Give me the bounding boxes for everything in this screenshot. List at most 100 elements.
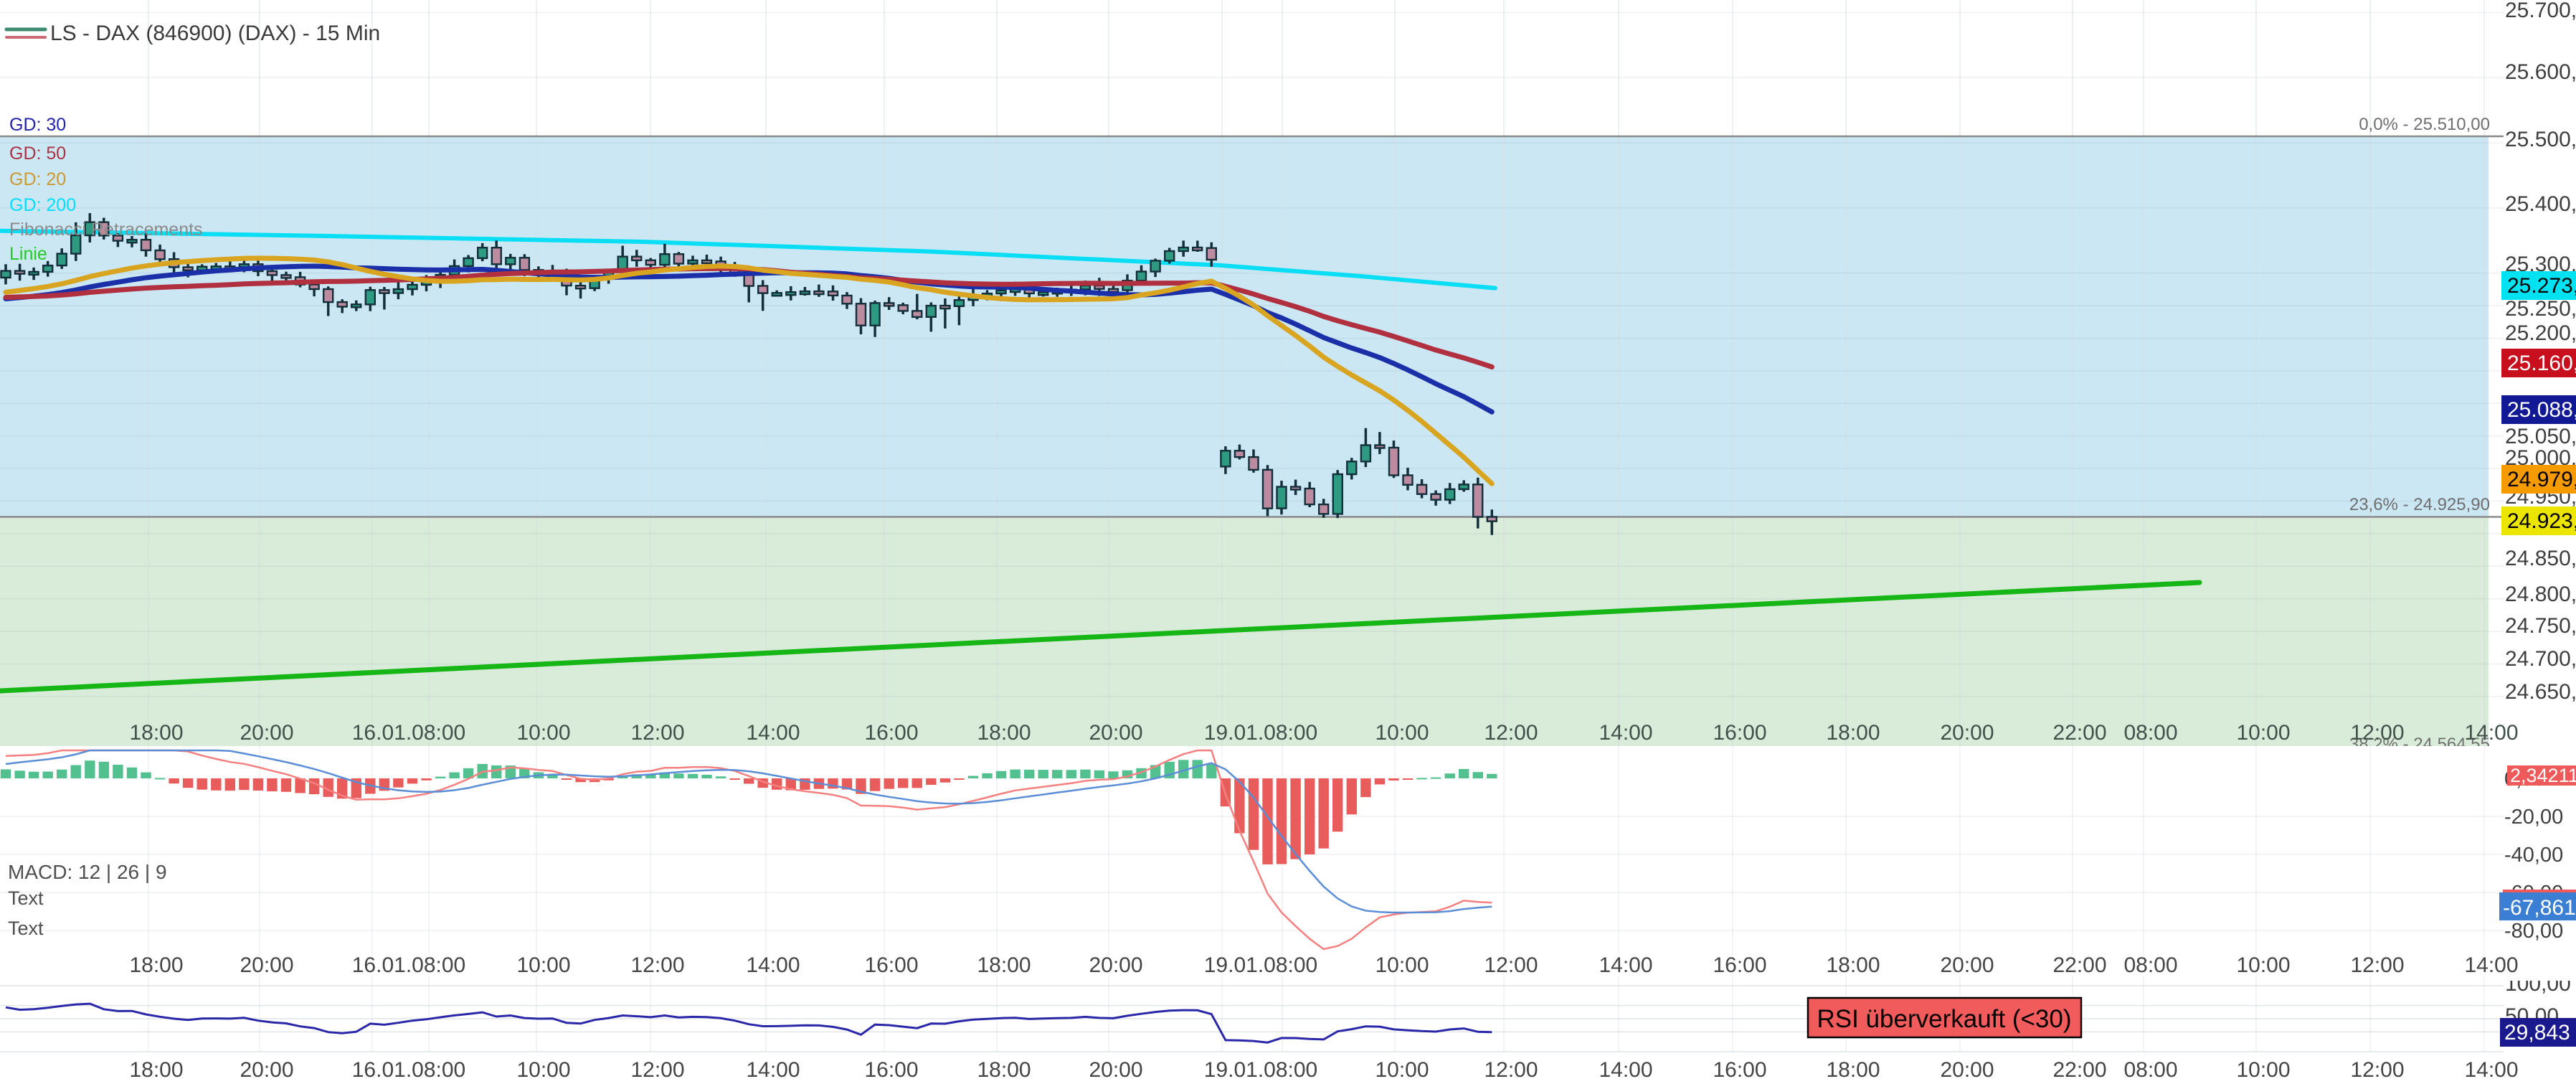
svg-text:20:00: 20:00 [1089,721,1142,745]
svg-text:20:00: 20:00 [1940,721,1994,745]
svg-text:16:00: 16:00 [864,953,918,977]
svg-text:22:00: 22:00 [2052,1058,2106,1082]
svg-text:12:00: 12:00 [1484,721,1538,745]
svg-text:18:00: 18:00 [129,721,183,745]
svg-text:25.160,23: 25.160,23 [2507,352,2576,375]
svg-text:16:00: 16:00 [864,1058,918,1082]
svg-text:MACD: 12 | 26 | 9: MACD: 12 | 26 | 9 [8,861,167,883]
svg-text:10:00: 10:00 [516,1058,570,1082]
svg-text:18:00: 18:00 [1826,953,1880,977]
svg-text:10:00: 10:00 [1375,1058,1429,1082]
svg-text:16:00: 16:00 [1713,721,1766,745]
svg-text:GD: 30: GD: 30 [9,115,66,135]
svg-text:14:00: 14:00 [2464,953,2518,977]
svg-text:14:00: 14:00 [1599,721,1652,745]
svg-text:10:00: 10:00 [2236,721,2290,745]
svg-text:23,6% - 24.925,90: 23,6% - 24.925,90 [2349,495,2490,514]
svg-text:12:00: 12:00 [1484,1058,1538,1082]
svg-text:24.750,00: 24.750,00 [2505,614,2576,638]
svg-text:25.273,94: 25.273,94 [2507,274,2576,298]
svg-text:29,843: 29,843 [2504,1021,2570,1045]
svg-text:20:00: 20:00 [1940,1058,1994,1082]
svg-text:12:00: 12:00 [630,953,684,977]
svg-text:24.800,00: 24.800,00 [2505,583,2576,606]
svg-text:0,0% - 25.510,00: 0,0% - 25.510,00 [2359,115,2490,134]
svg-text:18:00: 18:00 [1826,721,1880,745]
svg-text:25.250,00: 25.250,00 [2505,297,2576,321]
svg-text:12:00: 12:00 [630,1058,684,1082]
svg-text:20:00: 20:00 [240,1058,293,1082]
svg-text:18:00: 18:00 [129,953,183,977]
svg-text:14:00: 14:00 [1599,1058,1652,1082]
svg-text:-80,00: -80,00 [2504,920,2563,943]
svg-text:18:00: 18:00 [977,721,1031,745]
svg-text:-67,861: -67,861 [2503,896,2576,920]
svg-text:12:00: 12:00 [2350,721,2404,745]
svg-text:24.700,00: 24.700,00 [2505,647,2576,671]
svg-text:22:00: 22:00 [2052,721,2106,745]
svg-text:25.500,00: 25.500,00 [2505,128,2576,151]
svg-text:08:00: 08:00 [2123,721,2177,745]
svg-text:20:00: 20:00 [1940,953,1994,977]
svg-text:12:00: 12:00 [1484,953,1538,977]
svg-text:LS - DAX (846900) (DAX) - 15 M: LS - DAX (846900) (DAX) - 15 Min [50,22,380,45]
svg-text:10:00: 10:00 [1375,721,1429,745]
svg-text:2,34211: 2,34211 [2510,765,2576,786]
svg-text:16.01.08:00: 16.01.08:00 [352,721,465,745]
svg-text:10:00: 10:00 [516,721,570,745]
svg-text:RSI überverkauft (<30): RSI überverkauft (<30) [1817,1005,2071,1033]
svg-text:18:00: 18:00 [977,1058,1031,1082]
svg-text:24.650,00: 24.650,00 [2505,680,2576,704]
svg-text:Linie: Linie [9,244,47,264]
svg-text:GD: 20: GD: 20 [9,169,66,189]
svg-text:20:00: 20:00 [1089,1058,1142,1082]
svg-text:24.979,41: 24.979,41 [2507,468,2576,491]
svg-text:14:00: 14:00 [2464,721,2518,745]
svg-text:Text: Text [8,887,44,909]
svg-text:14:00: 14:00 [2464,1058,2518,1082]
svg-text:24.923,90: 24.923,90 [2507,509,2576,533]
svg-text:18:00: 18:00 [977,953,1031,977]
svg-text:25.400,00: 25.400,00 [2505,192,2576,216]
svg-text:25.050,00: 25.050,00 [2505,425,2576,448]
svg-text:18:00: 18:00 [1826,1058,1880,1082]
svg-text:14:00: 14:00 [746,953,800,977]
svg-text:-20,00: -20,00 [2504,806,2563,829]
svg-text:10:00: 10:00 [2236,1058,2290,1082]
svg-text:25.088,93: 25.088,93 [2507,398,2576,422]
svg-text:22:00: 22:00 [2052,953,2106,977]
svg-text:19.01.08:00: 19.01.08:00 [1204,721,1317,745]
svg-text:10:00: 10:00 [2236,953,2290,977]
svg-text:25.200,00: 25.200,00 [2505,321,2576,345]
svg-text:12:00: 12:00 [630,721,684,745]
svg-text:18:00: 18:00 [129,1058,183,1082]
svg-text:GD: 50: GD: 50 [9,143,66,164]
svg-text:16:00: 16:00 [1713,1058,1766,1082]
svg-text:GD: 200: GD: 200 [9,195,76,215]
svg-text:-40,00: -40,00 [2504,844,2563,867]
svg-text:Text: Text [8,918,44,939]
svg-text:16:00: 16:00 [864,721,918,745]
svg-text:16:00: 16:00 [1713,953,1766,977]
svg-text:14:00: 14:00 [746,1058,800,1082]
svg-text:25.700,00: 25.700,00 [2505,0,2576,22]
svg-text:24.850,00: 24.850,00 [2505,547,2576,570]
svg-text:20:00: 20:00 [1089,953,1142,977]
svg-text:Fibonacci Retracements: Fibonacci Retracements [9,220,203,240]
svg-text:20:00: 20:00 [240,721,293,745]
svg-text:14:00: 14:00 [1599,953,1652,977]
svg-text:14:00: 14:00 [746,721,800,745]
svg-text:10:00: 10:00 [516,953,570,977]
svg-text:08:00: 08:00 [2123,953,2177,977]
svg-text:19.01.08:00: 19.01.08:00 [1204,953,1317,977]
svg-text:25.600,00: 25.600,00 [2505,60,2576,84]
svg-text:08:00: 08:00 [2123,1058,2177,1082]
svg-text:16.01.08:00: 16.01.08:00 [352,1058,465,1082]
svg-text:19.01.08:00: 19.01.08:00 [1204,1058,1317,1082]
svg-text:16.01.08:00: 16.01.08:00 [352,953,465,977]
svg-text:12:00: 12:00 [2350,1058,2404,1082]
svg-text:10:00: 10:00 [1375,953,1429,977]
svg-text:20:00: 20:00 [240,953,293,977]
svg-text:100,00: 100,00 [2505,972,2571,996]
svg-text:12:00: 12:00 [2350,953,2404,977]
